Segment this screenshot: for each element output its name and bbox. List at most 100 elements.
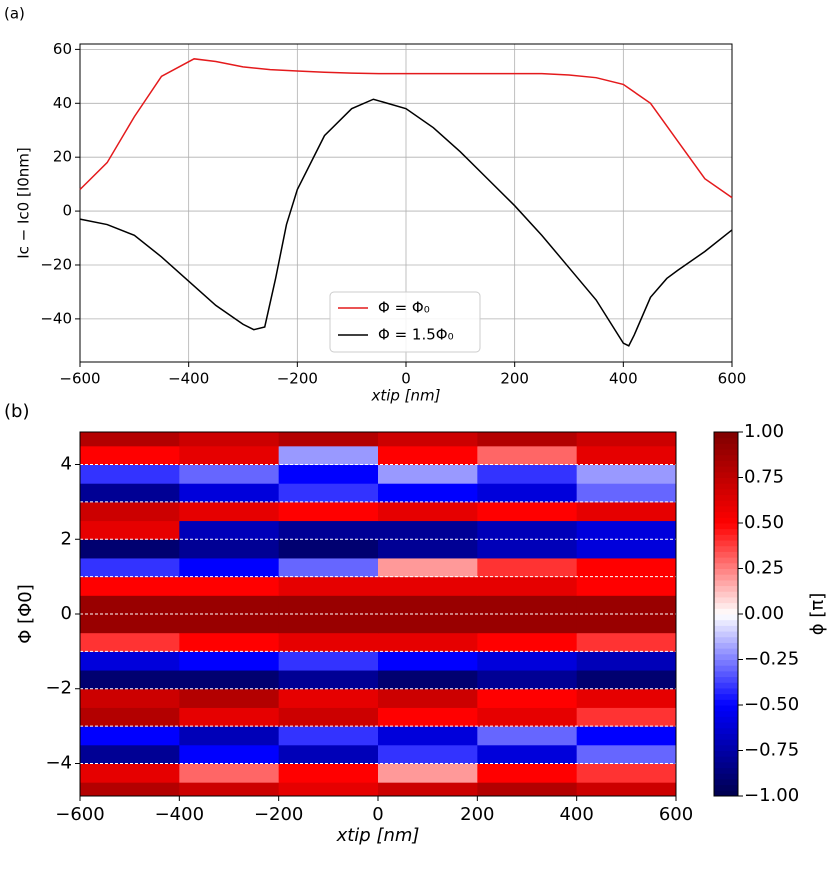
colorbar-step	[714, 466, 738, 473]
heatmap-cell	[378, 432, 478, 447]
y-axis-label: Φ [Φ0]	[15, 584, 36, 644]
heatmap-cell	[179, 670, 280, 690]
heatmap-cell	[179, 557, 280, 578]
colorbar-tick-label: 0.75	[744, 467, 784, 488]
x-tick-label: 0	[372, 804, 383, 825]
heatmap-cell	[80, 614, 180, 634]
heatmap-cell	[80, 707, 180, 727]
heatmap-cell	[477, 632, 578, 652]
heatmap-cell	[378, 595, 478, 615]
colorbar-step	[714, 670, 738, 678]
colorbar-step	[714, 761, 738, 769]
heatmap-cell	[378, 614, 478, 634]
heatmap-cell	[179, 782, 280, 796]
colorbar-step	[714, 642, 738, 649]
heatmap-cell	[278, 576, 379, 596]
heatmap-cell	[576, 670, 676, 690]
heatmap-cell	[378, 576, 478, 596]
colorbar-step	[714, 778, 738, 786]
panel-label: (b)	[4, 401, 29, 422]
y-tick-label: 40	[53, 94, 72, 112]
colorbar-tick-label: 0.50	[744, 512, 784, 533]
heatmap-cell	[278, 763, 379, 783]
heatmap-cell	[179, 520, 280, 540]
heatmap-cell	[576, 432, 676, 447]
y-tick-label: 20	[53, 148, 72, 166]
heatmap-cell	[378, 782, 478, 796]
x-tick-label: −200	[254, 804, 303, 825]
heatmap-cell	[179, 483, 280, 503]
colorbar-step	[714, 591, 738, 598]
heatmap-cell	[179, 614, 280, 634]
colorbar-step	[714, 517, 738, 524]
heatmap-cell	[179, 651, 280, 671]
x-axis-label: xtip [nm]	[370, 387, 440, 405]
heatmap-cell	[80, 595, 180, 615]
y-tick-label: −2	[45, 678, 72, 699]
heatmap-cell	[378, 464, 478, 484]
heatmap-cell	[378, 483, 478, 503]
heatmap-cell	[576, 445, 676, 466]
heatmap-cells	[80, 432, 676, 796]
heatmap-cell	[477, 576, 578, 596]
heatmap-cell	[477, 539, 578, 559]
colorbar-step	[714, 568, 738, 575]
heatmap-cell	[378, 651, 478, 671]
y-tick-label: −4	[45, 752, 72, 773]
heatmap-cell	[179, 445, 280, 466]
heatmap-cell	[80, 726, 180, 746]
colorbar-step	[714, 511, 738, 518]
colorbar-step	[714, 534, 738, 541]
heatmap-cell	[179, 464, 280, 484]
colorbar-step	[714, 790, 738, 797]
colorbar-step	[714, 494, 738, 501]
heatmap-cell	[477, 651, 578, 671]
colorbar-step	[714, 540, 738, 547]
heatmap-cell	[80, 576, 180, 596]
heatmap-cell	[80, 445, 180, 466]
x-tick-label: −200	[277, 370, 318, 388]
colorbar-step	[714, 477, 738, 484]
heatmap-cell	[378, 763, 478, 783]
colorbar-step	[714, 545, 738, 552]
heatmap-cell	[278, 539, 379, 559]
heatmap-cell	[80, 651, 180, 671]
x-tick-label: 400	[609, 370, 638, 388]
legend-box	[329, 291, 481, 353]
colorbar-step	[714, 767, 738, 774]
y-tick-label: −40	[40, 309, 72, 327]
colorbar-step	[714, 687, 738, 695]
heatmap-cell	[576, 763, 676, 783]
heatmap-cell	[278, 614, 379, 634]
heatmap-cell	[576, 483, 676, 503]
colorbar-tick-label: −1.00	[744, 785, 799, 806]
heatmap-cell	[278, 707, 379, 727]
heatmap-cell	[179, 726, 280, 746]
heatmap-cell	[179, 707, 280, 727]
heatmap-cell	[278, 557, 379, 578]
heatmap-cell	[477, 614, 578, 634]
heatmap-cell	[278, 483, 379, 503]
colorbar-step	[714, 693, 738, 700]
colorbar-step	[714, 574, 738, 581]
heatmap-cell	[278, 501, 379, 522]
heatmap-cell	[179, 763, 280, 783]
heatmap-cell	[477, 688, 578, 708]
y-tick-label: 0	[61, 603, 72, 624]
heatmap-cell	[80, 632, 180, 652]
heatmap-cell	[576, 520, 676, 540]
heatmap-cell	[477, 432, 578, 447]
colorbar-step	[714, 454, 738, 461]
heatmap-cell	[278, 782, 379, 796]
colorbar-step	[714, 636, 738, 643]
y-axis-label: Ic − Ic0 [I0nm]	[15, 147, 33, 259]
x-axis-label: xtip [nm]	[336, 825, 420, 846]
heatmap-cell	[378, 520, 478, 540]
heatmap-cell	[477, 782, 578, 796]
y-tick-label: 0	[62, 202, 72, 220]
heatmap-cell	[576, 501, 676, 522]
colorbar-tick-label: 0.00	[744, 603, 784, 624]
heatmap-cell	[179, 432, 280, 447]
y-tick-label: 4	[61, 454, 72, 475]
